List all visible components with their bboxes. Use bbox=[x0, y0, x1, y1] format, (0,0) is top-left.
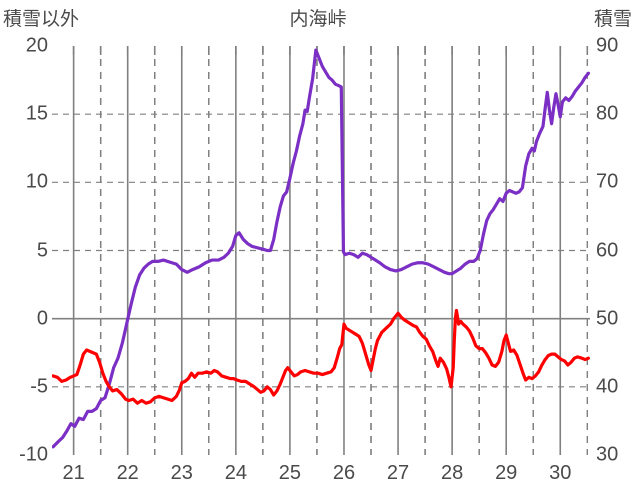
y-tick-right-40: 40 bbox=[596, 375, 619, 398]
y-tick-right-80: 80 bbox=[596, 102, 619, 125]
x-tick-22: 22 bbox=[116, 462, 139, 484]
series-line-temperature bbox=[52, 308, 590, 405]
y-tick-right-30: 30 bbox=[596, 443, 619, 466]
x-tick-25: 25 bbox=[278, 462, 302, 484]
x-tick-27: 27 bbox=[386, 462, 410, 484]
y-tick-left--5: -5 bbox=[30, 375, 48, 398]
right-axis-title: 積雪 bbox=[593, 9, 632, 30]
x-tick-28: 28 bbox=[440, 462, 464, 484]
y-tick-left-10: 10 bbox=[25, 170, 48, 193]
x-tick-21: 21 bbox=[62, 462, 85, 484]
page-title: 内海峠 bbox=[289, 9, 347, 30]
y-tick-right-70: 70 bbox=[596, 170, 619, 193]
series-line-snow-depth bbox=[52, 48, 590, 449]
x-tick-30: 30 bbox=[549, 462, 572, 484]
y-tick-left-15: 15 bbox=[25, 102, 48, 125]
y-tick-left--10: -10 bbox=[19, 443, 48, 466]
y-tick-left-0: 0 bbox=[36, 307, 48, 330]
x-tick-29: 29 bbox=[495, 462, 518, 484]
x-tick-24: 24 bbox=[224, 462, 247, 484]
plot-area bbox=[52, 46, 590, 455]
x-tick-23: 23 bbox=[170, 462, 193, 484]
left-axis-title: 積雪以外 bbox=[3, 9, 80, 30]
y-tick-right-50: 50 bbox=[596, 307, 619, 330]
x-tick-26: 26 bbox=[332, 462, 356, 484]
y-tick-right-60: 60 bbox=[596, 239, 619, 261]
chart-svg bbox=[52, 46, 590, 455]
y-tick-right-90: 90 bbox=[596, 34, 619, 57]
y-tick-left-20: 20 bbox=[25, 34, 48, 57]
y-tick-left-5: 5 bbox=[36, 239, 48, 261]
